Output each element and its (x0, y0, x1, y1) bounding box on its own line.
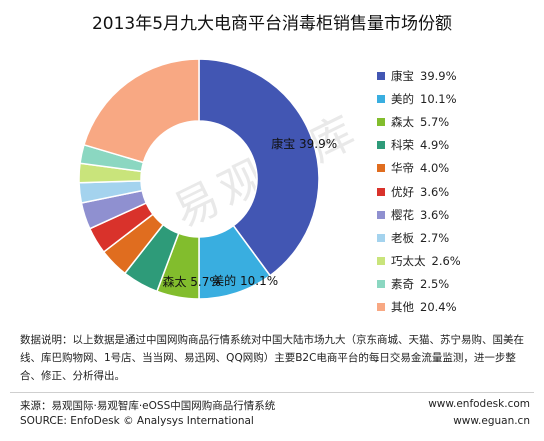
pie-slice-康宝 (198, 58, 320, 277)
legend-item-其他: 其他 20.4% (377, 296, 461, 319)
data-label-康宝: 康宝 39.9% (271, 137, 338, 152)
url-enfodesk[interactable]: www.enfodesk.com (428, 398, 530, 410)
legend-label: 老板 (391, 230, 414, 245)
legend-item-素奇: 素奇 2.5% (377, 273, 461, 296)
legend-value: 20.4% (420, 300, 457, 315)
donut-chart (78, 58, 320, 300)
legend-label: 巧太太 (391, 254, 426, 269)
url-eguan[interactable]: www.eguan.cn (453, 415, 530, 427)
legend-label: 其他 (391, 300, 414, 315)
legend-item-华帝: 华帝 4.0% (377, 157, 461, 180)
legend-item-森太: 森太 5.7% (377, 110, 461, 133)
legend-item-优好: 优好 3.6% (377, 180, 461, 203)
footer-divider (10, 392, 534, 393)
legend-value: 2.6% (431, 254, 461, 269)
legend-value: 4.0% (420, 161, 450, 176)
legend-label: 华帝 (391, 161, 414, 176)
legend-swatch (377, 164, 385, 173)
legend-value: 3.6% (420, 184, 450, 199)
legend-swatch (377, 303, 385, 312)
legend-label: 森太 (391, 114, 414, 129)
legend-value: 10.1% (420, 91, 457, 106)
legend-value: 2.7% (420, 230, 450, 245)
legend-label: 科荣 (391, 138, 414, 153)
chart-title: 2013年5月九大电商平台消毒柜销售量市场份额 (91, 14, 453, 34)
data-label-美的: 美的 10.1% (212, 274, 279, 289)
legend-value: 5.7% (420, 114, 450, 129)
legend-label: 优好 (391, 184, 414, 199)
legend-value: 4.9% (420, 138, 450, 153)
source-line-cn: 来源：易观国际·易观智库·eOSS中国网购商品行情系统 (20, 400, 276, 412)
legend-value: 3.6% (420, 207, 450, 222)
legend-swatch (377, 257, 385, 266)
legend-swatch (377, 233, 385, 242)
legend-item-美的: 美的 10.1% (377, 87, 461, 110)
data-label-森太: 森太 5.7% (162, 275, 221, 290)
data-note: 数据说明：以上数据是通过中国网购商品行情系统对中国大陆市场九大（京东商城、天猫、… (20, 334, 524, 382)
legend-swatch (377, 187, 385, 196)
legend-swatch (377, 94, 385, 103)
legend-item-老板: 老板 2.7% (377, 226, 461, 249)
legend-item-康宝: 康宝 39.9% (377, 64, 461, 87)
legend-swatch (377, 141, 385, 150)
legend-item-科荣: 科荣 4.9% (377, 134, 461, 157)
legend-swatch (377, 210, 385, 219)
legend-item-樱花: 樱花 3.6% (377, 203, 461, 226)
legend-value: 39.9% (420, 68, 457, 83)
legend-swatch (377, 71, 385, 80)
legend-label: 美的 (391, 91, 414, 106)
legend-label: 素奇 (391, 277, 414, 292)
source-line-en: SOURCE: EnfoDesk © Analysys Internationa… (20, 415, 254, 427)
pie-slice-其他 (83, 58, 200, 164)
legend-swatch (377, 280, 385, 289)
chart-legend: 康宝 39.9% 美的 10.1% 森太 5.7% 科荣 4.9% 华帝 4.0% 优好 3.6% 樱花… (377, 64, 461, 319)
legend-item-巧太太: 巧太太 2.6% (377, 250, 461, 273)
legend-label: 樱花 (391, 207, 414, 222)
legend-value: 2.5% (420, 277, 450, 292)
legend-swatch (377, 117, 385, 126)
legend-label: 康宝 (391, 68, 414, 83)
